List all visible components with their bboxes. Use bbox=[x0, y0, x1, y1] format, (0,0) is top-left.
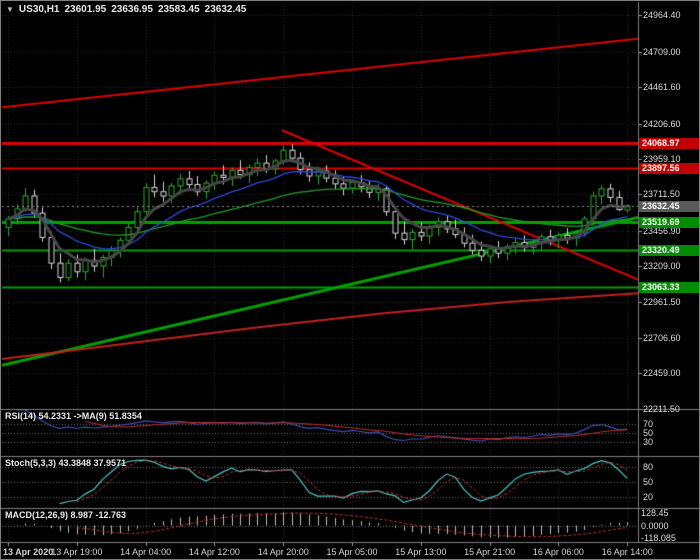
time-axis-label: 15 Apr 05:00 bbox=[326, 547, 378, 557]
price-axis-label: 24206.60 bbox=[643, 118, 681, 129]
price-axis-label: 24709.00 bbox=[643, 46, 681, 57]
price-axis-label: 22459.00 bbox=[643, 368, 681, 379]
time-axis-label: 16 Apr 14:00 bbox=[601, 547, 653, 557]
time-axis-label: 16 Apr 06:00 bbox=[532, 547, 584, 557]
price-axis-label: 23959.10 bbox=[643, 153, 681, 164]
time-axis-label: 15 Apr 21:00 bbox=[464, 547, 516, 557]
price-axis-label: 23209.00 bbox=[643, 261, 681, 272]
rsi-level-label: 50 bbox=[643, 427, 654, 438]
rsi-level-label: 70 bbox=[643, 418, 654, 429]
time-axis-label: 13 Apr 2020 bbox=[3, 547, 54, 557]
rsi-level-label: 30 bbox=[643, 436, 654, 447]
stoch-level-label: 20 bbox=[643, 492, 654, 502]
time-axis-label: 14 Apr 04:00 bbox=[120, 547, 172, 557]
price-axis-label: 23711.50 bbox=[643, 189, 680, 200]
chart-dropdown-icon[interactable]: ▼ bbox=[6, 5, 14, 14]
price-level-badge: 23897.56 bbox=[639, 163, 699, 174]
price-axis-label: 22961.50 bbox=[643, 296, 681, 307]
rsi-indicator-label: RSI(14) 54.2331 ->MA(9) 51.8354 bbox=[5, 411, 142, 421]
price-axis-label: 24461.60 bbox=[643, 82, 681, 93]
price-level-badge: 23320.49 bbox=[639, 245, 699, 256]
price-level-badge: 24068.97 bbox=[639, 138, 699, 149]
time-axis-label: 15 Apr 13:00 bbox=[395, 547, 447, 557]
time-axis-label: 13 Apr 19:00 bbox=[51, 547, 103, 557]
macd-axis-label: -118.085 bbox=[641, 533, 676, 543]
time-axis-label: 14 Apr 12:00 bbox=[188, 547, 240, 557]
macd-indicator-label: MACD(12,26,9) 8.987 -12.763 bbox=[5, 510, 127, 520]
price-level-badge: 23063.33 bbox=[639, 282, 699, 293]
current-price-badge: 23632.45 bbox=[639, 201, 699, 212]
stoch-level-label: 80 bbox=[643, 462, 654, 472]
price-axis-label: 23456.90 bbox=[643, 225, 681, 236]
price-level-badge: 23519.69 bbox=[639, 217, 699, 228]
low-value: 23583.45 bbox=[157, 4, 200, 15]
time-axis-label: 14 Apr 20:00 bbox=[257, 547, 309, 557]
chart-title: ▼ US30,H1 23601.95 23636.95 23583.45 23632.45 bbox=[6, 4, 251, 15]
price-axis-label: 24964.40 bbox=[643, 10, 681, 21]
price-axis-label: 22211.50 bbox=[643, 403, 680, 414]
close-value: 23632.45 bbox=[204, 4, 247, 15]
symbol-timeframe-label: US30,H1 bbox=[18, 4, 60, 15]
price-axis-label: 22706.60 bbox=[643, 333, 681, 343]
stoch-indicator-label: Stoch(5,3,3) 43.3848 37.9571 bbox=[5, 458, 127, 468]
stoch-level-label: 50 bbox=[643, 477, 654, 487]
high-value: 23636.95 bbox=[111, 4, 153, 15]
macd-axis-label: 128.45 bbox=[641, 508, 669, 518]
macd-axis-label: 0.0000 bbox=[641, 520, 669, 531]
open-value: 23601.95 bbox=[64, 4, 107, 15]
